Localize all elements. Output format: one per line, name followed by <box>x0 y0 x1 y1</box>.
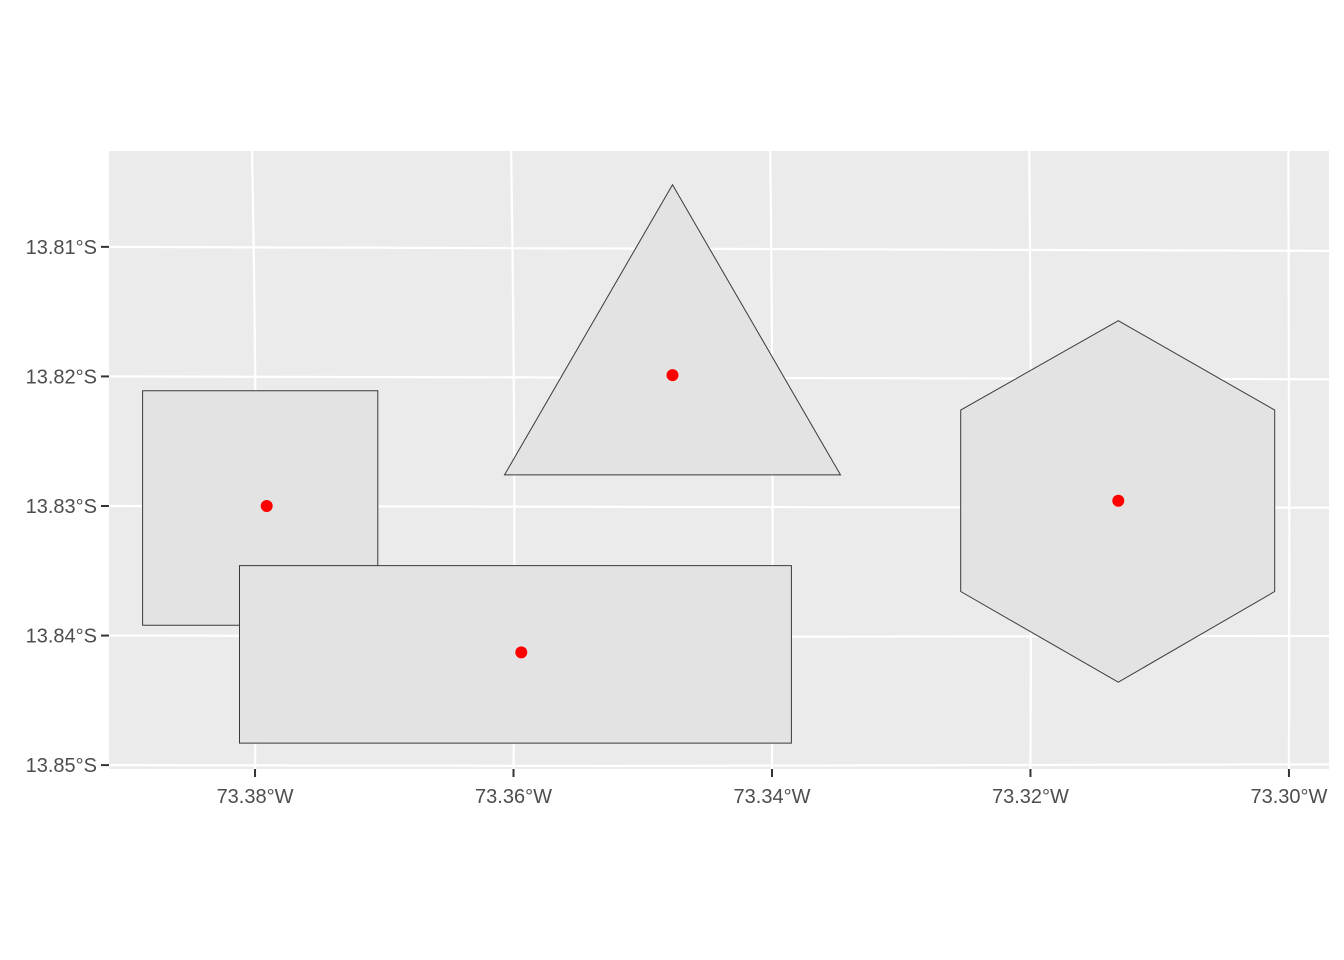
centroid-point-rectangle <box>515 646 528 659</box>
parallel-line <box>108 763 1330 768</box>
x-tick-label: 73.38°W <box>217 786 294 808</box>
x-axis: 73.38°W 73.36°W 73.34°W 73.32°W 73.30°W <box>217 769 1328 808</box>
x-tick-label: 73.34°W <box>734 786 811 808</box>
y-tick-label: 13.84°S <box>26 626 97 648</box>
meridian-line <box>1287 150 1291 770</box>
polygon-rectangle <box>239 565 792 744</box>
centroid-point-triangle <box>666 369 679 382</box>
x-tick-label: 73.36°W <box>475 786 552 808</box>
y-tick-label: 13.83°S <box>26 496 97 518</box>
x-tick-label: 73.30°W <box>1250 786 1327 808</box>
centroid-point-square <box>260 500 273 512</box>
centroid-point-hexagon <box>1112 494 1125 507</box>
y-axis: 13.81°S 13.82°S 13.83°S 13.84°S 13.85°S <box>26 237 109 777</box>
x-tick-label: 73.32°W <box>992 786 1069 808</box>
parallel-line <box>108 245 1330 252</box>
polygon-triangle <box>503 183 842 476</box>
y-tick-label: 13.82°S <box>26 366 97 388</box>
y-tick-label: 13.81°S <box>26 237 97 259</box>
centroid-points <box>260 369 1125 659</box>
y-tick-label: 13.85°S <box>26 755 97 777</box>
polygons <box>142 183 1276 744</box>
